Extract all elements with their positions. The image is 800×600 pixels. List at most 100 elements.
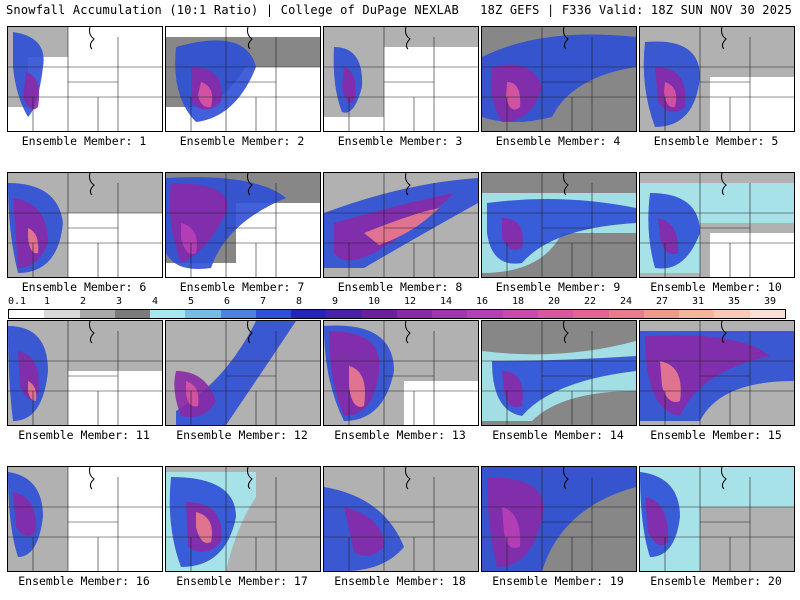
snowfall-map-7	[166, 173, 320, 277]
ensemble-member-caption: Ensemble Member: 13	[334, 428, 466, 442]
color-swatch	[643, 310, 680, 318]
scale-label: 0.1	[8, 296, 27, 307]
snowfall-shade-3	[487, 199, 636, 264]
color-swatch	[679, 310, 715, 318]
ensemble-member-map-7	[165, 172, 321, 278]
color-swatch	[361, 310, 397, 318]
snowfall-map-5	[640, 27, 794, 131]
snowfall-map-19	[482, 467, 636, 571]
scale-label: 27	[656, 296, 669, 307]
scale-label: 2	[80, 296, 87, 307]
snowfall-shade-4	[502, 218, 523, 251]
river-line	[563, 321, 569, 344]
ensemble-member-caption: Ensemble Member: 11	[18, 428, 150, 442]
color-swatch	[44, 310, 80, 318]
scale-label: 7	[260, 296, 267, 307]
scale-label: 18	[512, 296, 525, 307]
ensemble-member-caption: Ensemble Member: 10	[650, 280, 782, 294]
color-scale-bar	[8, 309, 786, 319]
snowfall-map-1	[8, 27, 162, 131]
ensemble-member-caption: Ensemble Member: 7	[179, 280, 305, 294]
ensemble-member-caption: Ensemble Member: 12	[176, 428, 308, 442]
color-swatch	[714, 310, 750, 318]
color-swatch	[150, 310, 186, 318]
snowfall-shade-1	[8, 321, 162, 425]
scale-label: 39	[764, 296, 777, 307]
river-line	[721, 173, 727, 196]
snowfall-shade-4	[349, 366, 365, 407]
ensemble-member-map-15	[639, 320, 795, 426]
snowfall-map-6	[8, 173, 162, 277]
ensemble-member-caption: Ensemble Member: 9	[495, 280, 621, 294]
river-line	[721, 321, 727, 344]
snowfall-shade-4	[198, 82, 213, 108]
river-line	[89, 27, 95, 50]
snowfall-map-9	[482, 173, 636, 277]
river-line	[89, 321, 95, 344]
snowfall-map-3	[324, 27, 478, 131]
snowfall-map-18	[324, 467, 478, 571]
snowfall-map-14	[482, 321, 636, 425]
snowfall-shade-3	[23, 72, 40, 110]
ensemble-member-map-5	[639, 26, 795, 132]
scale-label: 12	[404, 296, 417, 307]
ensemble-member-caption: Ensemble Member: 14	[492, 428, 624, 442]
river-line	[405, 467, 411, 490]
river-line	[405, 27, 411, 50]
ensemble-member-caption: Ensemble Member: 8	[337, 280, 463, 294]
ensemble-member-caption: Ensemble Member: 1	[21, 134, 147, 148]
snowfall-shade-3	[344, 507, 384, 556]
color-swatch	[326, 310, 362, 318]
ensemble-member-map-17	[165, 466, 321, 572]
ensemble-member-caption: Ensemble Member: 3	[337, 134, 463, 148]
river-line	[247, 173, 253, 196]
scale-label: 9	[332, 296, 339, 307]
scale-label: 16	[476, 296, 489, 307]
snowfall-shade-1	[324, 27, 478, 117]
river-line	[721, 27, 727, 50]
snowfall-map-15	[640, 321, 794, 425]
ensemble-member-map-16	[7, 466, 163, 572]
color-swatch	[114, 310, 151, 318]
valid-time-label: 18Z GEFS | F336 Valid: 18Z SUN NOV 30 20…	[480, 3, 792, 17]
ensemble-member-caption: Ensemble Member: 5	[653, 134, 779, 148]
river-line	[721, 467, 727, 490]
ensemble-member-map-13	[323, 320, 479, 426]
color-swatch	[573, 310, 609, 318]
color-swatch	[220, 310, 256, 318]
river-line	[405, 173, 411, 196]
scale-label: 24	[620, 296, 633, 307]
ensemble-member-map-18	[323, 466, 479, 572]
river-line	[563, 27, 569, 50]
color-swatch	[432, 310, 468, 318]
color-swatch	[502, 310, 538, 318]
ensemble-member-map-4	[481, 26, 637, 132]
scale-label: 31	[692, 296, 705, 307]
scale-label: 20	[548, 296, 561, 307]
ensemble-member-caption: Ensemble Member: 18	[334, 574, 466, 588]
snowfall-map-13	[324, 321, 478, 425]
ensemble-member-caption: Ensemble Member: 2	[179, 134, 305, 148]
snowfall-shade-3	[342, 67, 356, 103]
snowfall-shade-4	[658, 218, 679, 254]
snowfall-shade-4	[28, 228, 39, 254]
ensemble-member-map-20	[639, 466, 795, 572]
color-swatch	[396, 310, 433, 318]
color-swatch	[185, 310, 221, 318]
scale-label: 35	[728, 296, 741, 307]
snowfall-shade-4	[502, 507, 521, 548]
color-swatch	[9, 310, 45, 318]
snowfall-shade-4	[664, 82, 677, 108]
snowfall-shade-3	[13, 492, 37, 536]
ensemble-member-caption: Ensemble Member: 16	[18, 574, 150, 588]
snowfall-shade-4	[645, 497, 669, 546]
ensemble-member-map-9	[481, 172, 637, 278]
snowfall-shade-5	[196, 512, 212, 543]
scale-label: 22	[584, 296, 597, 307]
snowfall-map-20	[640, 467, 794, 571]
color-swatch	[608, 310, 644, 318]
snowfall-shade-4	[364, 208, 439, 245]
snowfall-map-17	[166, 467, 320, 571]
color-swatch	[291, 310, 327, 318]
snowfall-shade-2	[640, 467, 794, 571]
